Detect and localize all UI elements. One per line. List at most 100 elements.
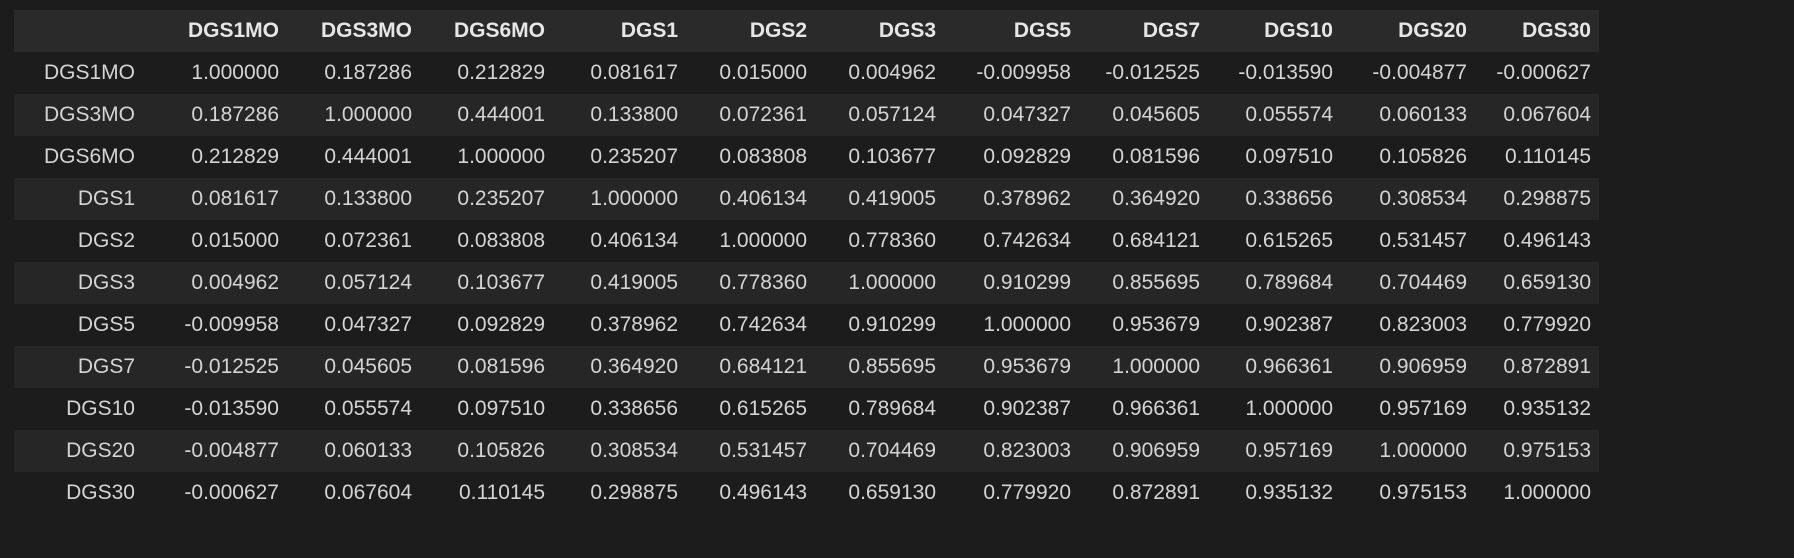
table-row: DGS2 0.015000 0.072361 0.083808 0.406134 1.00…: [14, 220, 1599, 262]
table-cell: 0.823003: [1379, 313, 1467, 336]
table-cell: 0.935132: [1245, 481, 1333, 504]
table-cell: 1.000000: [1503, 481, 1591, 504]
table-cell: 0.855695: [848, 355, 936, 378]
table-cell: 0.419005: [848, 187, 936, 210]
table-cell: 0.045605: [324, 355, 412, 378]
table-cell: 0.902387: [1245, 313, 1333, 336]
table-cell: 0.957169: [1379, 397, 1467, 420]
table-cell: 0.212829: [191, 145, 279, 168]
table-cell: -0.009958: [976, 61, 1071, 84]
table-cell: -0.004877: [184, 439, 279, 462]
table-cell: 1.000000: [983, 313, 1071, 336]
table-cell: 0.057124: [848, 103, 936, 126]
table-cell: 0.378962: [590, 313, 678, 336]
table-row: DGS1 0.081617 0.133800 0.235207 1.000000 0.40…: [14, 178, 1599, 220]
table-cell: 0.444001: [457, 103, 545, 126]
table-cell: 0.103677: [457, 271, 545, 294]
table-cell: 0.496143: [1503, 229, 1591, 252]
table-cell: 0.823003: [983, 439, 1071, 462]
table-cell: 0.072361: [719, 103, 807, 126]
table-cell: 0.067604: [324, 481, 412, 504]
table-cell: 0.097510: [457, 397, 545, 420]
table-cell: 0.444001: [324, 145, 412, 168]
table-body: DGS1MO 1.000000 0.187286 0.212829 0.081617 0.…: [14, 52, 1599, 514]
table-cell: 0.067604: [1503, 103, 1591, 126]
row-label: DGS7: [77, 355, 135, 378]
column-header: DGS6MO: [420, 10, 553, 52]
table-cell: 0.004962: [848, 61, 936, 84]
column-header: DGS3: [815, 10, 944, 52]
table-cell: 0.615265: [1245, 229, 1333, 252]
table-cell: 0.778360: [848, 229, 936, 252]
table-header: DGS1MO DGS3MO DGS6MO DGS1 DGS2 DGS3 DGS5…: [14, 10, 1599, 52]
table-cell: 0.906959: [1112, 439, 1200, 462]
table-cell: 0.105826: [457, 439, 545, 462]
table-cell: 0.902387: [983, 397, 1071, 420]
table-cell: 0.047327: [983, 103, 1071, 126]
index-header: [14, 10, 143, 52]
table-cell: 1.000000: [457, 145, 545, 168]
table-cell: -0.004877: [1372, 61, 1467, 84]
table-cell: 1.000000: [324, 103, 412, 126]
table-cell: 0.935132: [1503, 397, 1591, 420]
table-cell: 0.081617: [191, 187, 279, 210]
table-cell: 0.975153: [1379, 481, 1467, 504]
table-row: DGS3 0.004962 0.057124 0.103677 0.419005 0.77…: [14, 262, 1599, 304]
table-cell: -0.000627: [1496, 61, 1591, 84]
table-cell: 0.097510: [1245, 145, 1333, 168]
table-cell: -0.013590: [1238, 61, 1333, 84]
table-cell: 0.298875: [1503, 187, 1591, 210]
column-header: DGS1: [553, 10, 686, 52]
table-row: DGS1MO 1.000000 0.187286 0.212829 0.081617 0.…: [14, 52, 1599, 94]
table-cell: 0.855695: [1112, 271, 1200, 294]
table-cell: 0.684121: [1112, 229, 1200, 252]
table-cell: 0.406134: [719, 187, 807, 210]
column-header: DGS2: [686, 10, 815, 52]
table-cell: 0.742634: [719, 313, 807, 336]
table-cell: 0.092829: [457, 313, 545, 336]
table-cell: -0.013590: [184, 397, 279, 420]
table-cell: 0.378962: [983, 187, 1071, 210]
table-cell: 0.338656: [1245, 187, 1333, 210]
table-cell: 0.659130: [1503, 271, 1591, 294]
table-cell: 1.000000: [1245, 397, 1333, 420]
table-row: DGS7 -0.012525 0.045605 0.081596 0.364920 0.6…: [14, 346, 1599, 388]
table-cell: 1.000000: [719, 229, 807, 252]
table-cell: 0.092829: [983, 145, 1071, 168]
table-cell: 0.055574: [324, 397, 412, 420]
row-label: DGS3: [77, 271, 135, 294]
table-cell: -0.000627: [184, 481, 279, 504]
table-cell: 0.072361: [324, 229, 412, 252]
table-cell: 0.406134: [590, 229, 678, 252]
table-cell: 0.060133: [324, 439, 412, 462]
table-cell: 0.235207: [457, 187, 545, 210]
table-cell: 0.308534: [590, 439, 678, 462]
column-header: DGS20: [1341, 10, 1475, 52]
row-label: DGS3MO: [43, 103, 135, 126]
table-cell: 1.000000: [590, 187, 678, 210]
table-cell: 0.045605: [1112, 103, 1200, 126]
table-cell: 0.872891: [1112, 481, 1200, 504]
table-cell: 1.000000: [1112, 355, 1200, 378]
table-cell: -0.009958: [184, 313, 279, 336]
table-cell: 0.133800: [324, 187, 412, 210]
table-cell: 0.187286: [324, 61, 412, 84]
table-cell: 0.531457: [1379, 229, 1467, 252]
table-cell: 0.047327: [324, 313, 412, 336]
table-cell: 1.000000: [1379, 439, 1467, 462]
row-label: DGS1: [77, 187, 135, 210]
table-cell: 0.212829: [457, 61, 545, 84]
table-cell: 0.789684: [1245, 271, 1333, 294]
table-cell: 0.704469: [848, 439, 936, 462]
table-cell: 0.081617: [590, 61, 678, 84]
table-cell: 0.779920: [983, 481, 1071, 504]
table-row: DGS3MO 0.187286 1.000000 0.444001 0.133800 0.…: [14, 94, 1599, 136]
table-cell: 0.910299: [848, 313, 936, 336]
table-row: DGS10 -0.013590 0.055574 0.097510 0.338656 0.…: [14, 388, 1599, 430]
table-cell: 0.906959: [1379, 355, 1467, 378]
table-cell: 0.103677: [848, 145, 936, 168]
table-cell: 0.789684: [848, 397, 936, 420]
column-header: DGS10: [1208, 10, 1341, 52]
table-cell: 0.684121: [719, 355, 807, 378]
table-cell: 0.704469: [1379, 271, 1467, 294]
